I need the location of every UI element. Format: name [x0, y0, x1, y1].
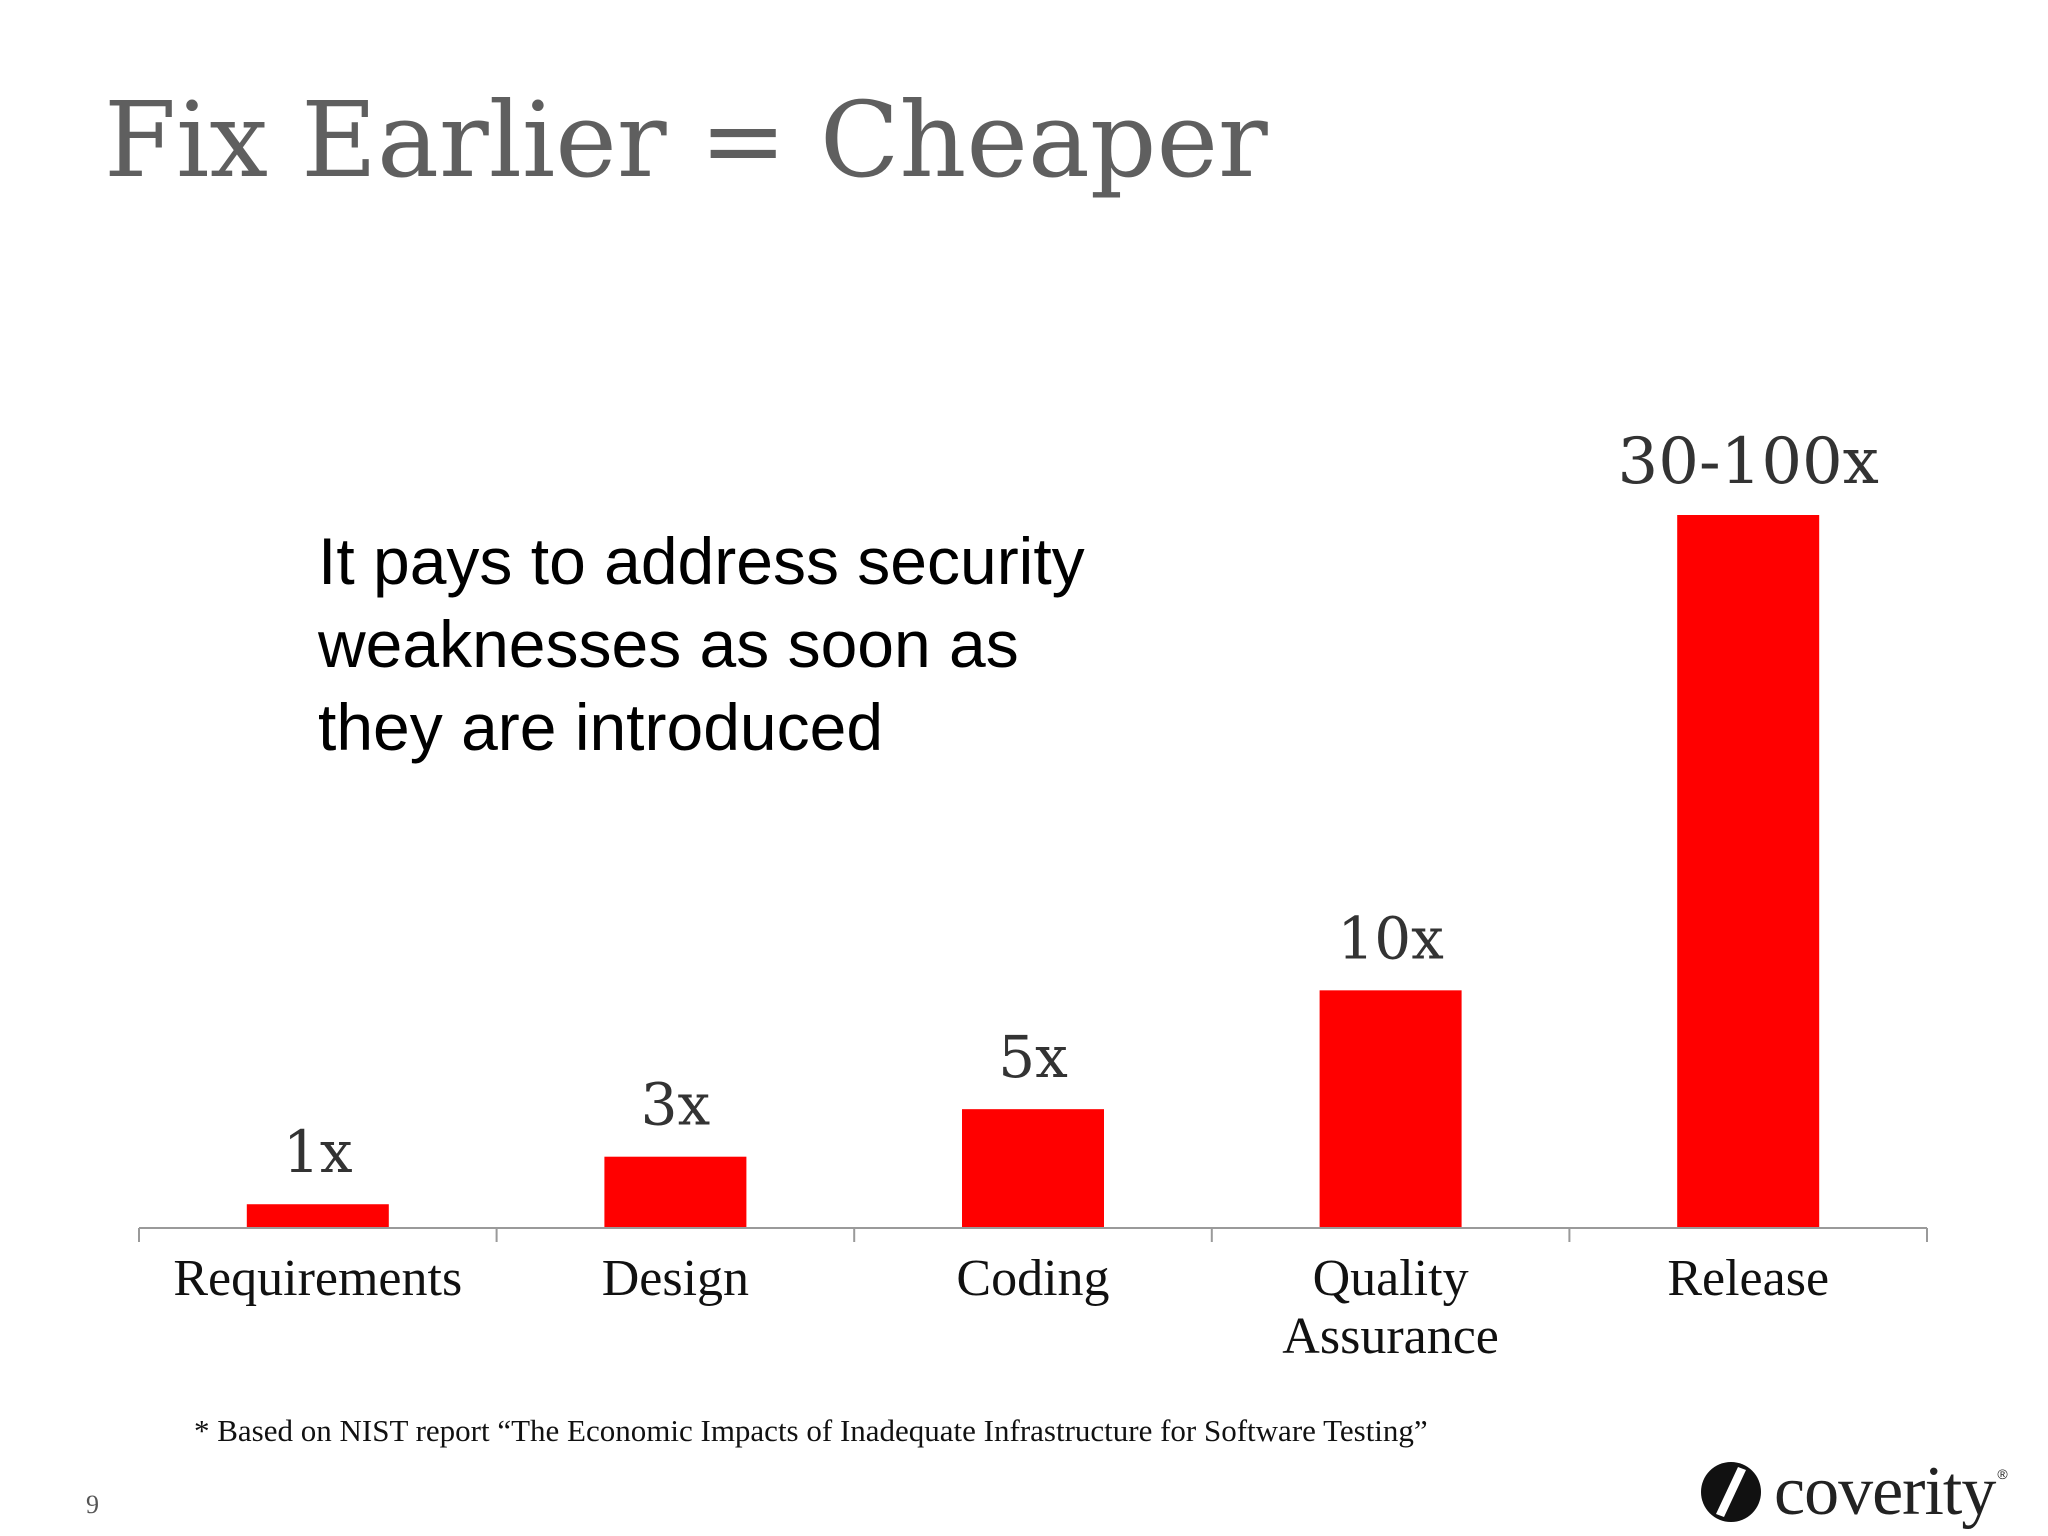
- data-label: 5x: [998, 1023, 1068, 1091]
- data-label: 30-100x: [1618, 425, 1879, 499]
- callout-text: It pays to address security weaknesses a…: [318, 520, 1218, 769]
- footnote: * Based on NIST report “The Economic Imp…: [194, 1413, 1428, 1448]
- coverity-slash-icon: [1701, 1462, 1761, 1522]
- category-label: Design: [602, 1250, 749, 1307]
- category-label: Quality: [1313, 1250, 1469, 1307]
- callout-line: they are introduced: [318, 690, 884, 764]
- category-label: Requirements: [173, 1250, 462, 1307]
- bar-3: [1319, 990, 1462, 1228]
- bars-layer: [246, 515, 1820, 1228]
- bar-1: [604, 1156, 747, 1228]
- category-label: Release: [1667, 1250, 1829, 1307]
- registered-mark: ®: [1997, 1466, 2008, 1482]
- slide-title: Fix Earlier = Cheaper: [104, 79, 1268, 201]
- bar-0: [246, 1204, 389, 1228]
- callout-line: weaknesses as soon as: [318, 607, 1019, 681]
- x-axis: [138, 1227, 1928, 1242]
- bar-4: [1677, 515, 1820, 1228]
- data-label: 10x: [1337, 904, 1444, 972]
- data-label: 1x: [283, 1118, 353, 1186]
- coverity-logo: coverity ®: [1700, 1450, 2008, 1534]
- data-label: 3x: [641, 1071, 711, 1139]
- bar-2: [962, 1109, 1104, 1228]
- category-label: Coding: [956, 1250, 1109, 1307]
- page-number: 9: [86, 1490, 99, 1519]
- logo-wordmark: coverity: [1774, 1453, 1996, 1530]
- labels-layer: 1x Requirements 3x Design 5x Coding 10x Quality…: [173, 425, 1878, 1365]
- callout-line: It pays to address security: [318, 524, 1085, 598]
- category-label: Assurance: [1282, 1308, 1499, 1365]
